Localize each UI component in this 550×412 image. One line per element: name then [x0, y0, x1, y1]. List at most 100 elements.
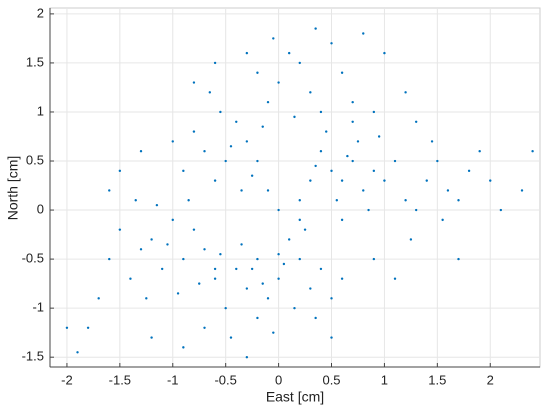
point: [261, 282, 264, 285]
point: [414, 120, 418, 123]
y-tick-label: 1: [37, 103, 44, 118]
point: [330, 42, 333, 45]
point: [425, 179, 428, 182]
point: [213, 267, 217, 271]
point: [520, 189, 524, 192]
point: [150, 238, 153, 241]
point: [145, 297, 148, 300]
point: [235, 267, 238, 271]
point: [340, 277, 344, 280]
point: [287, 238, 291, 241]
point: [303, 228, 307, 231]
point: [150, 336, 153, 339]
y-tick-label: 2: [37, 5, 44, 20]
point: [266, 189, 270, 192]
point: [86, 326, 90, 329]
point: [277, 277, 280, 280]
point: [245, 51, 249, 55]
point: [478, 150, 481, 153]
point: [213, 61, 217, 65]
point: [76, 351, 79, 354]
point: [182, 346, 185, 349]
point: [65, 326, 69, 329]
point: [441, 218, 444, 222]
point: [256, 71, 259, 74]
point: [118, 228, 122, 231]
point: [203, 326, 206, 329]
point: [330, 297, 333, 300]
point: [250, 267, 254, 271]
point: [446, 189, 450, 192]
point: [293, 115, 296, 119]
point: [298, 61, 301, 65]
point: [383, 179, 386, 182]
point: [372, 110, 376, 114]
point: [319, 267, 323, 271]
plot-area: [49, 7, 541, 368]
point: [314, 27, 317, 30]
x-tick-label: 2: [487, 372, 494, 387]
point: [192, 81, 196, 84]
point: [208, 91, 212, 94]
point: [393, 159, 397, 163]
point: [97, 297, 100, 300]
point: [277, 81, 280, 84]
point: [134, 199, 137, 202]
x-tick-label: -1: [167, 372, 179, 387]
point: [108, 189, 111, 192]
y-tick-label: -1: [32, 300, 44, 315]
point: [129, 277, 132, 280]
y-tick-label: 1.5: [26, 54, 44, 69]
point: [198, 282, 201, 285]
point: [213, 179, 217, 182]
point: [160, 267, 164, 271]
point: [108, 257, 111, 261]
point: [277, 208, 280, 212]
point: [362, 189, 365, 192]
point: [298, 218, 301, 222]
point: [219, 252, 222, 256]
point: [531, 150, 534, 153]
point: [372, 257, 376, 261]
point: [192, 130, 196, 133]
point: [219, 110, 222, 114]
point: [351, 100, 354, 104]
point: [139, 150, 143, 153]
point: [176, 292, 180, 295]
point: [377, 135, 381, 138]
point: [314, 164, 317, 168]
point: [261, 125, 264, 128]
point: [282, 262, 286, 266]
point: [250, 174, 254, 177]
point: [367, 208, 370, 212]
point: [340, 71, 344, 74]
point: [330, 336, 333, 339]
y-tick-label: 0.5: [26, 152, 44, 167]
point: [372, 169, 376, 173]
point: [240, 243, 243, 246]
point: [192, 228, 196, 231]
point: [362, 32, 365, 35]
point: [383, 51, 386, 55]
point: [155, 203, 159, 207]
point: [499, 208, 503, 212]
point: [298, 257, 301, 261]
point: [325, 130, 328, 133]
point: [314, 316, 317, 320]
point: [203, 150, 206, 153]
point: [293, 306, 296, 310]
point: [393, 277, 397, 280]
point: [351, 159, 354, 163]
point: [213, 277, 217, 280]
y-tick-label: -0.5: [22, 251, 44, 266]
point: [404, 91, 407, 94]
point: [335, 199, 339, 202]
point: [346, 154, 349, 158]
x-tick-label: -1.5: [109, 372, 131, 387]
x-tick-label: -2: [61, 372, 73, 387]
point: [340, 179, 344, 182]
point: [457, 199, 460, 202]
point: [256, 159, 259, 163]
point: [229, 145, 233, 148]
x-axis-label: East [cm]: [266, 389, 324, 405]
